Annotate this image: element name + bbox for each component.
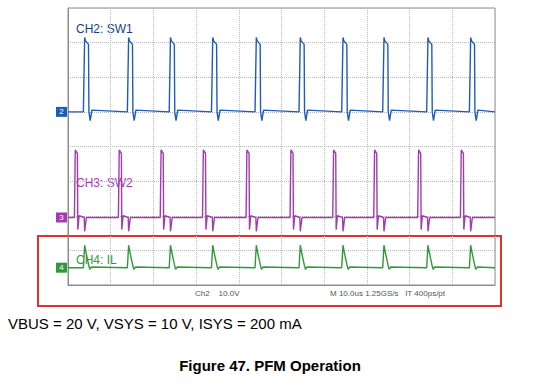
svg-text:3: 3 <box>59 213 64 222</box>
svg-text:CH3: SW2: CH3: SW2 <box>76 176 133 190</box>
svg-text:CH4: IL: CH4: IL <box>76 253 117 267</box>
svg-text:M 10.0us 1.25GS/s IT 400ps/p: M 10.0us 1.25GS/s IT 400ps/pt <box>330 289 446 298</box>
svg-text:2: 2 <box>59 107 64 116</box>
svg-text:VBUS = 20 V, VSYS = 10 V, ISYS: VBUS = 20 V, VSYS = 10 V, ISYS = 200 mA <box>8 315 302 332</box>
svg-text:4: 4 <box>59 263 64 272</box>
svg-text:Ch2 10.0V: Ch2 10.0V <box>195 289 240 298</box>
svg-text:CH2: SW1: CH2: SW1 <box>76 22 133 36</box>
svg-text:Figure 47. PFM Operation: Figure 47. PFM Operation <box>179 357 361 374</box>
